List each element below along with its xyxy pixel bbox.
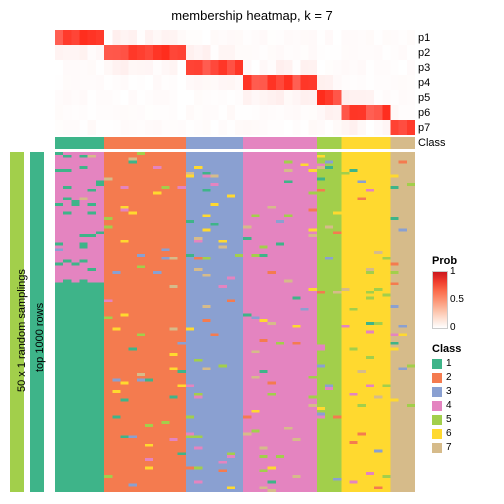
prob-tick: 0	[450, 322, 456, 333]
class-legend-item: 3	[432, 386, 452, 397]
row-label-p6: p6	[418, 107, 430, 119]
sampling-heatmap	[55, 152, 415, 492]
class-legend-item: 7	[432, 442, 452, 453]
class-swatch-label: 1	[446, 358, 452, 369]
class-swatch-label: 3	[446, 386, 452, 397]
row-label-p2: p2	[418, 47, 430, 59]
class-swatch-label: 6	[446, 428, 452, 439]
class-swatch-icon	[432, 443, 442, 453]
outer-strip-label: 50 x 1 random samplings	[16, 252, 28, 392]
class-legend-item: 2	[432, 372, 452, 383]
membership-heatmap-upper	[55, 30, 415, 135]
row-label-p5: p5	[418, 92, 430, 104]
row-label-p7: p7	[418, 122, 430, 134]
class-legend-item: 6	[432, 428, 452, 439]
row-label-class: Class	[418, 137, 446, 149]
class-swatch-label: 5	[446, 414, 452, 425]
class-swatch-icon	[432, 387, 442, 397]
class-swatch-icon	[432, 359, 442, 369]
class-swatch-label: 7	[446, 442, 452, 453]
class-swatch-icon	[432, 401, 442, 411]
class-swatch-icon	[432, 415, 442, 425]
class-legend-item: 1	[432, 358, 452, 369]
class-legend-item: 4	[432, 400, 452, 411]
figure-title: membership heatmap, k = 7	[0, 8, 504, 23]
class-legend-title: Class	[432, 343, 461, 355]
prob-tick: 1	[450, 266, 456, 277]
figure-root: membership heatmap, k = 7 50 x 1 random …	[0, 0, 504, 504]
class-swatch-label: 4	[446, 400, 452, 411]
class-annotation-strip	[55, 137, 415, 149]
class-swatch-label: 2	[446, 372, 452, 383]
class-swatch-icon	[432, 373, 442, 383]
class-swatch-icon	[432, 429, 442, 439]
inner-strip-label: top 1000 rows	[34, 272, 46, 372]
row-label-p1: p1	[418, 32, 430, 44]
prob-tick: 0.5	[450, 294, 464, 305]
row-label-p3: p3	[418, 62, 430, 74]
row-label-p4: p4	[418, 77, 430, 89]
prob-legend-gradient	[432, 271, 448, 329]
class-legend-item: 5	[432, 414, 452, 425]
